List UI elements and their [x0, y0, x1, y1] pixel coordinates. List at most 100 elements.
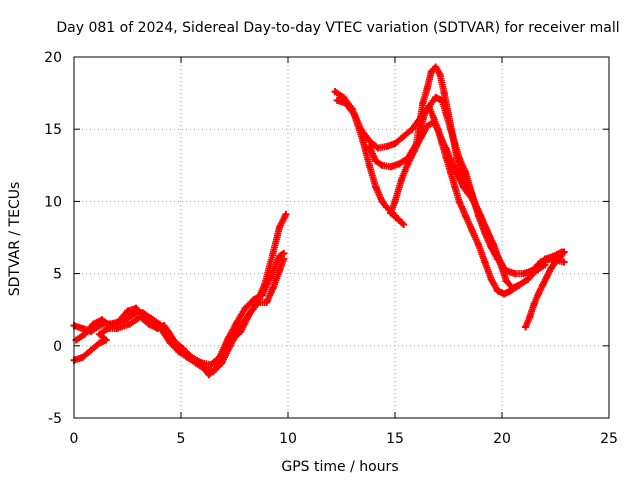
data-point: [522, 323, 530, 331]
data-point: [455, 174, 463, 182]
data-point: [451, 183, 459, 191]
data-point: [494, 287, 502, 295]
data-point: [237, 327, 245, 335]
data-point: [275, 252, 283, 260]
data-point: [462, 212, 470, 220]
series-sat-band-6: [365, 63, 566, 292]
data-point: [188, 353, 196, 361]
data-point: [96, 330, 104, 338]
data-point: [515, 281, 523, 289]
data-point: [477, 212, 485, 220]
data-point: [425, 104, 433, 112]
data-point: [175, 348, 183, 356]
data-point: [205, 371, 213, 379]
x-tick-label: 10: [279, 431, 297, 447]
data-point: [556, 254, 564, 262]
data-point: [481, 258, 489, 266]
series-markers: [365, 63, 566, 292]
data-point: [220, 350, 228, 358]
data-point: [333, 96, 341, 104]
data-point: [126, 320, 134, 328]
data-point: [451, 166, 459, 174]
data-point: [442, 145, 450, 153]
series-markers: [333, 96, 549, 298]
data-point: [438, 137, 446, 145]
data-point: [400, 132, 408, 140]
data-point: [445, 111, 452, 119]
data-point: [436, 70, 444, 78]
data-point: [440, 89, 448, 97]
data-point: [179, 345, 187, 353]
data-point: [374, 144, 382, 152]
data-point: [404, 154, 412, 162]
data-point: [539, 281, 547, 289]
data-point: [423, 85, 431, 93]
data-point: [145, 320, 153, 328]
data-point: [489, 241, 497, 249]
data-point: [485, 232, 493, 240]
data-point: [397, 176, 405, 184]
data-point: [171, 337, 179, 345]
data-point: [455, 197, 463, 205]
data-point: [447, 169, 455, 177]
data-point: [263, 298, 271, 306]
data-point: [391, 197, 399, 205]
data-point: [432, 63, 440, 71]
data-point: [211, 365, 219, 373]
data-point: [350, 111, 358, 119]
chart-title: Day 081 of 2024, Sidereal Day-to-day VTE…: [56, 20, 619, 36]
x-tick-label: 20: [493, 431, 511, 447]
data-point: [269, 249, 277, 257]
data-point: [245, 310, 253, 318]
data-point: [526, 313, 534, 321]
data-point: [280, 255, 288, 263]
series-sat-band-5: [333, 96, 549, 298]
data-point: [400, 221, 408, 229]
data-point: [459, 183, 467, 191]
data-point: [79, 353, 87, 361]
data-point: [434, 125, 442, 133]
data-point: [102, 336, 110, 344]
data-point: [511, 270, 519, 278]
data-point: [378, 161, 386, 169]
y-tick-label: 0: [53, 339, 62, 355]
data-point: [423, 122, 431, 130]
data-point: [419, 99, 427, 107]
y-axis-label: SDTVAR / TECUs: [7, 182, 23, 297]
data-point: [365, 161, 373, 169]
data-point: [87, 346, 95, 354]
y-tick-label: 20: [44, 50, 62, 66]
data-point: [378, 197, 386, 205]
x-tick-label: 0: [70, 431, 79, 447]
data-point: [359, 137, 367, 145]
data-point: [136, 313, 144, 321]
x-axis-label: GPS time / hours: [281, 459, 398, 475]
data-point: [196, 359, 204, 367]
data-point: [500, 290, 508, 298]
data-point: [395, 160, 403, 168]
data-point: [113, 324, 121, 332]
data-point: [132, 304, 140, 312]
data-point: [79, 324, 87, 332]
x-tick-label: 5: [177, 431, 186, 447]
series-sat-band-7: [417, 104, 506, 269]
data-point: [81, 330, 89, 338]
data-point: [331, 88, 339, 96]
axis-ticks: 0 5 10 15 20 25 -5 0 5 10 15 20: [44, 50, 618, 447]
data-point: [524, 275, 532, 283]
data-point: [464, 189, 472, 197]
plot-frame: [73, 56, 610, 419]
data-point: [282, 210, 290, 218]
data-point: [160, 322, 168, 330]
data-point: [269, 284, 277, 292]
series-sat-band-3: [70, 255, 288, 379]
data-point: [498, 261, 506, 269]
data-point: [530, 300, 538, 308]
data-point: [275, 223, 283, 231]
data-point: [549, 252, 557, 260]
y-tick-label: -5: [48, 411, 62, 427]
x-tick-label: 15: [386, 431, 404, 447]
data-point: [532, 264, 540, 272]
data-series: [70, 63, 568, 379]
